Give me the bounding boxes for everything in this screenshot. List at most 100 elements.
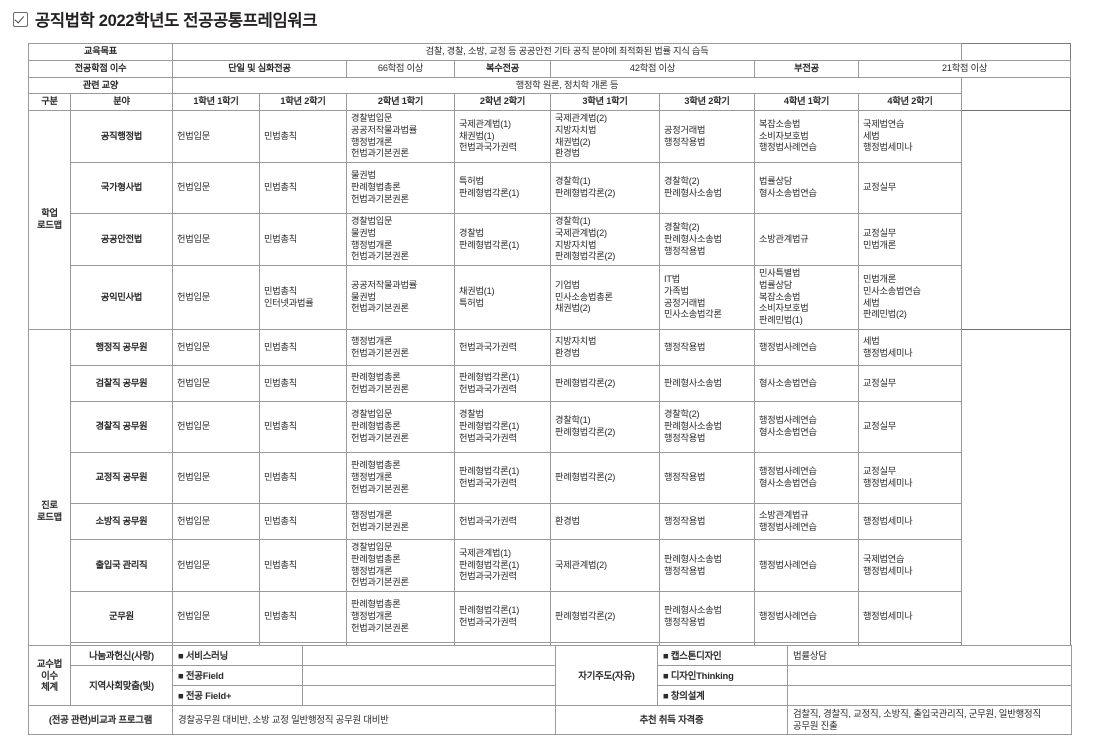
- course-cell: 행정법사례연습: [754, 539, 860, 593]
- self-directed-item[interactable]: ■ 디자인Thinking: [657, 665, 788, 686]
- self-directed-item[interactable]: ■ 창의설계: [657, 685, 788, 706]
- related-liberal-row: 관련 교양 행정학 원론, 정치학 개론 등: [27, 76, 1071, 95]
- teaching-item[interactable]: ■ 서비스러닝: [172, 645, 303, 666]
- credit-type-0: 단일 및 심화전공: [172, 59, 348, 78]
- course-cell: 국제법연습 행정법세미나: [858, 539, 963, 593]
- course-cell: 민법총칙: [259, 365, 348, 403]
- field-label: 군무원: [69, 591, 174, 644]
- course-cell: 판례형법각론(1) 헌법과국가권력: [454, 591, 552, 644]
- column-header-0: 구분: [28, 93, 71, 112]
- teaching-item[interactable]: ■ 전공 Field+: [172, 685, 303, 706]
- course-cell: 국제관계법(2): [550, 539, 661, 593]
- column-header-5: 2학년 2학기: [454, 93, 552, 112]
- table-row: 검찰직 공무원 헌법입문 민법총칙 판례형법총론 헌법과기본권론 판례형법각론(1) 헌…: [29, 365, 1071, 403]
- column-header-7: 3학년 2학기: [659, 93, 756, 112]
- course-cell: 판례형사소송법 행정작용법: [659, 539, 756, 593]
- page-title-text: 공직법학 2022학년도 전공공통프레임워크: [35, 12, 318, 30]
- teaching-value: [302, 665, 556, 686]
- credit-value-2: 21학점 이상: [858, 59, 1071, 78]
- course-cell: 판례형법총론 헌법과기본권론: [346, 365, 456, 403]
- course-cell: 법률상담 형사소송법연습: [754, 162, 860, 215]
- course-cell: 복잡소송법 소비자보호법 행정법사례연습: [754, 110, 860, 164]
- table-row: 소방직 공무원 헌법입문 민법총칙 행정법개론 헌법과기본권론 헌법과국가권력 환경법 행정…: [29, 503, 1071, 541]
- course-cell: 경찰학(1) 판례형법각론(2): [550, 401, 661, 454]
- column-header-8: 4학년 1학기: [754, 93, 860, 112]
- self-directed-item[interactable]: ■ 캡스톤디자인: [657, 645, 788, 666]
- course-cell: 특허법 판례형법각론(1): [454, 162, 552, 215]
- course-cell: 경찰법입문 판례형법총론 헌법과기본권론: [346, 401, 456, 454]
- course-cell: 국제관계법(1) 판례형법각론(1) 헌법과국가권력: [454, 539, 552, 593]
- course-cell: 헌법과국가권력: [454, 503, 552, 541]
- field-label: 교정직 공무원: [69, 452, 174, 505]
- column-header-6: 3학년 1학기: [550, 93, 661, 112]
- self-directed-value: [787, 665, 1072, 686]
- course-cell: 세법 행정법세미나: [858, 329, 963, 367]
- course-cell: 국제관계법(2) 지방자치법 채권법(2) 환경법: [550, 110, 661, 164]
- course-cell: 소방관계법규 행정법사례연습: [754, 503, 860, 541]
- course-cell: 경찰법 판례형법각론(1) 헌법과국가권력: [454, 401, 552, 454]
- related-liberal-label: 관련 교양: [27, 76, 174, 95]
- teaching-value: [302, 685, 556, 706]
- course-cell: 민법총칙: [259, 591, 348, 644]
- course-cell: 경찰법 판례형법각론(1): [454, 213, 552, 267]
- course-cell: 경찰학(2) 판례형사소송법 행정작용법: [659, 401, 756, 454]
- education-goal-row: 교육목표 검찰, 경찰, 소방, 교정 등 공공안전 기타 공직 분야에 최적화된…: [27, 43, 1071, 61]
- column-header-3: 1학년 2학기: [259, 93, 348, 112]
- course-cell: 공정거래법 행정작용법: [659, 110, 756, 164]
- field-label: 검찰직 공무원: [69, 365, 174, 403]
- table-row: 공익민사법 헌법입문 민법총칙 인터넷과법률 공공저작물과법률 물권법 헌법과기본권론…: [29, 265, 1071, 331]
- credit-type-1: 복수전공: [454, 59, 552, 78]
- checkbox-checked-icon: [13, 11, 28, 27]
- course-cell: 경찰법입문 물권법 행정법개론 헌법과기본권론: [346, 213, 456, 267]
- teaching-method-label: 교수법 이수 체계: [28, 645, 71, 706]
- field-label: 출입국 관리직: [69, 539, 174, 593]
- course-cell: 행정작용법: [659, 452, 756, 505]
- teaching-method-row: 교수법 이수 체계 나눔과헌신(사랑) ■ 서비스러닝 자기주도(자유) ■ 캡스톤디자…: [28, 645, 1072, 706]
- course-cell: 소방관계법규: [754, 213, 860, 267]
- course-cell: 경찰학(2) 판례형사소송법 행정작용법: [659, 213, 756, 267]
- course-cell: 민법총칙: [259, 213, 348, 267]
- major-credit-row: 전공학점 이수 단일 및 심화전공 66학점 이상 복수전공 42학점 이상 부전공 21학…: [27, 59, 1071, 78]
- teaching-item[interactable]: ■ 전공Field: [172, 665, 303, 686]
- field-label: 공익민사법: [69, 265, 174, 331]
- course-cell: 민법총칙: [259, 162, 348, 215]
- course-cell: 헌법입문: [172, 365, 261, 403]
- course-cell: 국제법연습 세법 행정법세미나: [858, 110, 963, 164]
- course-cell: 민사특별법 법률상담 복잡소송법 소비자보호법 판례민법(1): [754, 265, 860, 331]
- course-cell: 형사소송법연습: [754, 365, 860, 403]
- course-cell: 헌법입문: [172, 503, 261, 541]
- course-cell: 경찰학(1) 판례형법각론(2): [550, 162, 661, 215]
- credit-type-2: 부전공: [754, 59, 860, 78]
- table-row: 교정직 공무원 헌법입문 민법총칙 판례형법총론 행정법개론 헌법과기본권론 판례형법각…: [29, 452, 1071, 505]
- course-cell: 행정법세미나: [858, 591, 963, 644]
- course-cell: 헌법과국가권력: [454, 329, 552, 367]
- field-label: 경찰직 공무원: [69, 401, 174, 454]
- course-cell: 교정실무: [858, 162, 963, 215]
- field-label: 국가형사법: [69, 162, 174, 215]
- course-cell: 헌법입문: [172, 162, 261, 215]
- self-directed-value: [787, 685, 1072, 706]
- course-cell: 민법총칙: [259, 452, 348, 505]
- course-cell: 판례형법각론(1) 헌법과국가권력: [454, 365, 552, 403]
- column-header-4: 2학년 1학기: [346, 93, 456, 112]
- credit-value-1: 42학점 이상: [550, 59, 756, 78]
- course-cell: 판례형사소송법: [659, 365, 756, 403]
- course-cell: 교정실무: [858, 365, 963, 403]
- certificate-value: 검찰직, 경찰직, 교정직, 소방직, 출입국관리직, 군무원, 일반행정직 공…: [787, 705, 1072, 735]
- course-cell: 민법총칙: [259, 110, 348, 164]
- course-cell: 지방자치법 환경법: [550, 329, 661, 367]
- section-label-1: 진로 로드맵: [28, 329, 71, 696]
- course-cell: 민법총칙: [259, 503, 348, 541]
- course-cell: 교정실무 민법개론: [858, 213, 963, 267]
- table-row: 군무원 헌법입문 민법총칙 판례형법총론 행정법개론 헌법과기본권론 판례형법각론(1)…: [29, 591, 1071, 644]
- course-cell: 행정법세미나: [858, 503, 963, 541]
- column-header-1: 분야: [69, 93, 174, 112]
- course-cell: 민법총칙: [259, 329, 348, 367]
- column-header-9: 4학년 2학기: [858, 93, 963, 112]
- teaching-value: [302, 645, 556, 666]
- course-cell: 판례형법각론(2): [550, 365, 661, 403]
- table-row: 국가형사법 헌법입문 민법총칙 물권법 판례형법총론 헌법과기본권론 특허법 판례형법각…: [29, 162, 1071, 215]
- course-cell: 헌법입문: [172, 401, 261, 454]
- course-cell: 경찰법입문 공공저작물과법률 행정법개론 헌법과기본권론: [346, 110, 456, 164]
